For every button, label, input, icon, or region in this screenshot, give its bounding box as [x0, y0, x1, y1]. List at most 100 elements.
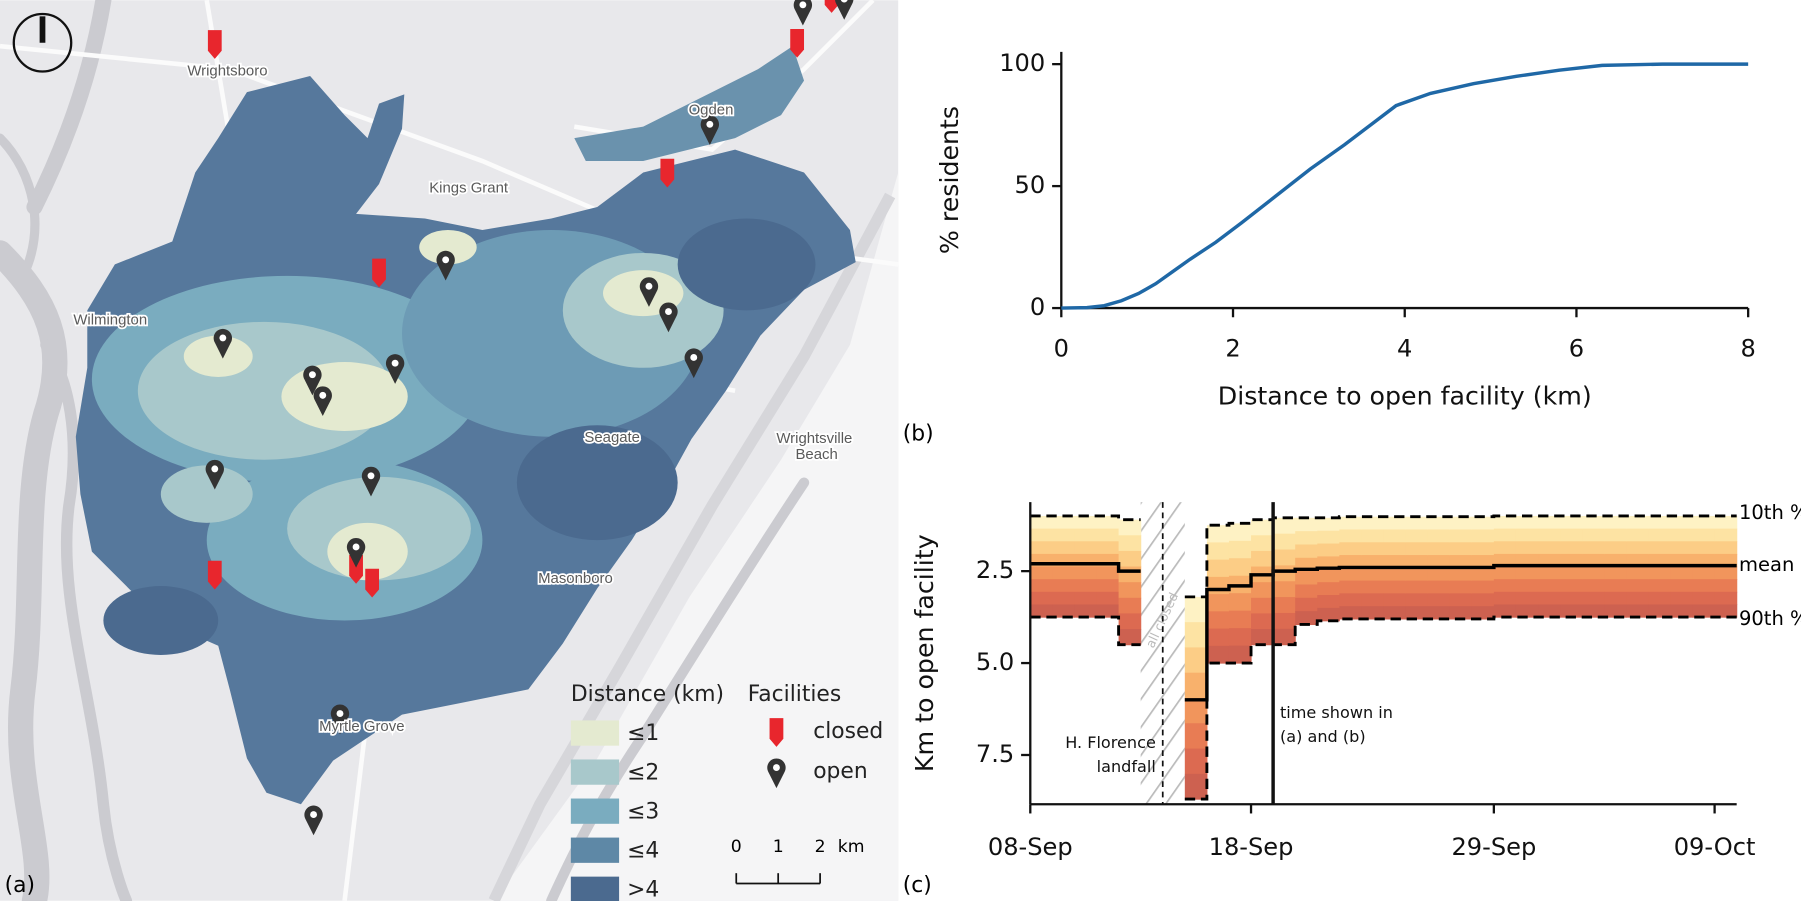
percentile-band — [1560, 528, 1583, 542]
percentile-band — [1383, 580, 1407, 594]
percentile-band — [1317, 607, 1340, 622]
percentile-band — [1251, 535, 1274, 552]
percentile-band — [1405, 593, 1429, 607]
percentile-band — [1383, 516, 1407, 531]
percentile-band — [1471, 593, 1495, 607]
percentile-band — [1030, 515, 1053, 530]
percentile-band — [1692, 553, 1716, 568]
facility-open — [361, 466, 381, 497]
percentile-band — [1074, 566, 1098, 580]
percentile-band — [1582, 566, 1605, 580]
percentile-band — [1648, 591, 1672, 606]
percentile-band — [1515, 566, 1539, 580]
facility-open — [659, 302, 678, 333]
percentile-band — [1714, 604, 1738, 618]
legend-marker — [769, 718, 784, 747]
percentile-band — [1074, 541, 1098, 555]
percentile-band — [1361, 567, 1385, 582]
percentile-band — [1471, 555, 1495, 569]
percentile-band — [1471, 567, 1495, 582]
percentile-band — [1118, 613, 1142, 630]
panel-label: (c) — [903, 873, 932, 898]
percentile-band — [1251, 629, 1274, 646]
facility-open-dot — [665, 308, 672, 315]
percentile-band — [1096, 604, 1120, 618]
facility-open-dot — [442, 256, 450, 264]
percentile-band — [1339, 593, 1362, 607]
percentile-band — [1626, 553, 1649, 568]
percentile-band — [1538, 579, 1561, 593]
percentile-band — [1273, 517, 1296, 535]
percentile-band — [1626, 515, 1649, 530]
percentile-band — [1670, 579, 1694, 593]
place-label: Kings Grant — [429, 180, 509, 197]
legend-label: >4 — [627, 877, 659, 901]
series-label: 90th % — [1739, 607, 1801, 630]
percentile-band — [1118, 519, 1142, 536]
percentile-band — [1317, 595, 1340, 609]
percentile-band — [1184, 748, 1208, 775]
percentile-band — [1383, 567, 1407, 582]
percentile-band — [1118, 535, 1142, 552]
percentile-band — [1184, 697, 1208, 724]
percentile-band — [1538, 566, 1561, 580]
percentile-band — [1184, 596, 1208, 623]
legend-label: ≤2 — [627, 760, 659, 785]
facility-open-dot — [308, 371, 316, 379]
scale-label: 0 — [731, 837, 742, 857]
percentile-band — [1604, 566, 1627, 580]
y-axis-label: Km to open facility — [910, 534, 939, 772]
x-axis-label: Distance to open facility (km) — [1218, 382, 1592, 411]
percentile-band — [1670, 528, 1694, 542]
legend-title: Facilities — [748, 682, 841, 707]
percentile-band — [1052, 515, 1076, 530]
panel-label: (b) — [903, 421, 934, 446]
percentile-band — [1206, 542, 1230, 561]
percentile-band — [1692, 604, 1716, 618]
place-label: Wilmington — [73, 312, 147, 329]
percentile-band — [1339, 555, 1362, 569]
series-label: 10th % — [1739, 501, 1801, 524]
annotation: landfall — [1097, 757, 1156, 776]
percentile-band — [1449, 580, 1473, 594]
percentile-band — [1692, 541, 1716, 555]
percentile-band — [1118, 550, 1142, 568]
x-tick-label: 4 — [1397, 334, 1412, 362]
percentile-band — [1427, 567, 1451, 582]
percentile-band — [1670, 604, 1694, 618]
percentile-band — [1560, 579, 1583, 593]
percentile-band — [1648, 541, 1672, 555]
percentile-band — [1493, 553, 1517, 568]
facility-open-dot — [219, 334, 227, 342]
percentile-band — [1648, 566, 1672, 580]
annotation: H. Florence — [1065, 733, 1156, 752]
percentile-band — [1405, 555, 1429, 569]
percentile-band — [1295, 531, 1318, 546]
percentile-band — [1493, 579, 1517, 593]
legend-label: open — [813, 759, 867, 784]
percentile-band — [1206, 576, 1230, 595]
percentile-band — [1538, 528, 1561, 542]
facility-open — [436, 250, 455, 281]
percentile-band — [1206, 559, 1230, 578]
percentile-band — [1030, 604, 1053, 618]
compass — [12, 12, 73, 73]
percentile-band — [1670, 515, 1694, 530]
percentile-band — [1626, 604, 1649, 618]
percentile-band — [1317, 543, 1340, 557]
percentile-band — [1692, 528, 1716, 542]
percentile-band — [1471, 606, 1495, 620]
percentile-band — [1560, 553, 1583, 568]
facility-open — [213, 328, 233, 359]
percentile-band — [1273, 565, 1296, 582]
percentile-band — [1295, 611, 1318, 626]
percentile-band — [1449, 555, 1473, 569]
facility-open — [304, 805, 323, 836]
scale-unit: km — [838, 837, 865, 857]
series-label: mean — [1739, 553, 1794, 576]
percentile-band — [1052, 541, 1076, 555]
y-tick-label: 100 — [999, 49, 1045, 77]
percentile-band — [1648, 604, 1672, 618]
percentile-band — [1692, 566, 1716, 580]
percentile-band — [1582, 541, 1605, 555]
